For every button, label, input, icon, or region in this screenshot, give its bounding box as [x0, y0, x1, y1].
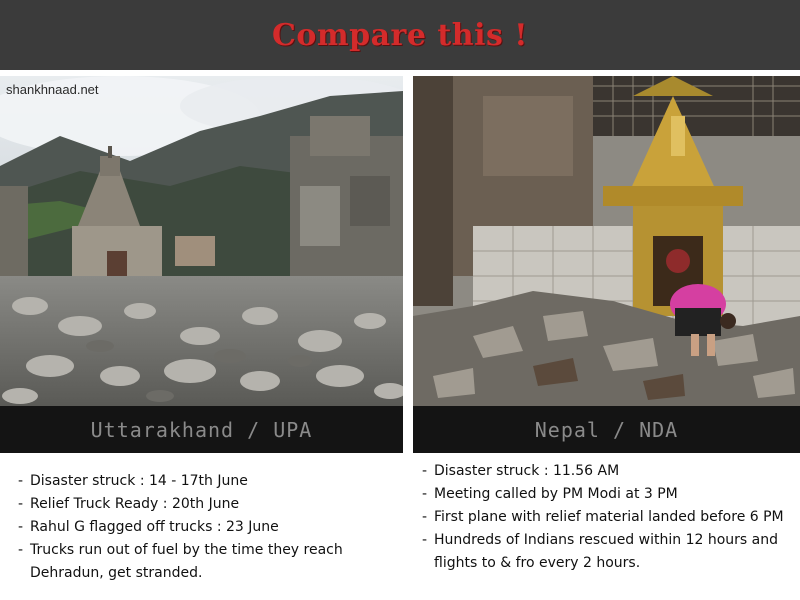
right-caption: Nepal / NDA: [534, 417, 679, 442]
list-item: Trucks run out of fuel by the time they …: [18, 539, 398, 585]
list-item: Hundreds of Indians rescued within 12 ho…: [422, 529, 792, 575]
list-item: Disaster struck : 14 - 17th June: [18, 470, 398, 493]
right-panel: Nepal / NDA: [413, 76, 800, 453]
uttarakhand-photo: shankhnaad.net: [0, 76, 403, 406]
watermark-text: shankhnaad.net: [6, 82, 99, 97]
right-caption-bar: Nepal / NDA: [413, 406, 800, 453]
list-item: First plane with relief material landed …: [422, 506, 792, 529]
list-item: Relief Truck Ready : 20th June: [18, 493, 398, 516]
left-points-list: Disaster struck : 14 - 17th June Relief …: [18, 470, 398, 585]
list-item: Disaster struck : 11.56 AM: [422, 460, 792, 483]
left-caption-bar: Uttarakhand / UPA: [0, 406, 403, 453]
left-caption: Uttarakhand / UPA: [90, 417, 313, 442]
page-title: Compare this !: [272, 17, 528, 53]
list-item: Rahul G flagged off trucks : 23 June: [18, 516, 398, 539]
header-banner: Compare this !: [0, 0, 800, 70]
nepal-photo: [413, 76, 800, 406]
right-points-list: Disaster struck : 11.56 AM Meeting calle…: [422, 460, 792, 575]
list-item: Meeting called by PM Modi at 3 PM: [422, 483, 792, 506]
left-panel: shankhnaad.net Uttarakhand / UPA: [0, 76, 403, 453]
